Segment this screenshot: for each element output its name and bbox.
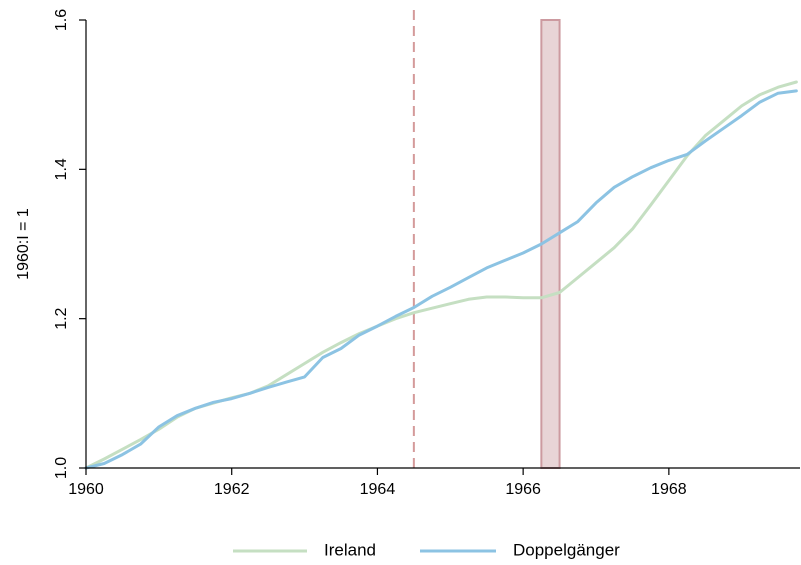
- x-tick-label: 1962: [214, 481, 250, 498]
- legend-label: Doppelgänger: [513, 540, 620, 559]
- x-tick-label: 1964: [360, 481, 396, 498]
- y-tick-label: 1.0: [53, 457, 70, 479]
- y-tick-label: 1.6: [53, 9, 70, 31]
- series-line-doppelganger: [84, 89, 798, 470]
- x-axis: 1960 1962 1964 1966 1968: [68, 467, 800, 498]
- y-axis-title: 1960:I = 1: [15, 208, 32, 280]
- x-tick-label: 1966: [505, 481, 541, 498]
- y-tick-label: 1.4: [53, 158, 70, 180]
- x-tick-label: 1960: [68, 481, 104, 498]
- legend: Ireland Doppelgänger: [233, 540, 620, 559]
- y-tick-label: 1.2: [53, 307, 70, 329]
- plot-area: [84, 10, 798, 470]
- x-tick-label: 1968: [651, 481, 687, 498]
- y-axis: 1.0 1.2 1.4 1.6: [53, 9, 87, 479]
- legend-label: Ireland: [324, 540, 376, 559]
